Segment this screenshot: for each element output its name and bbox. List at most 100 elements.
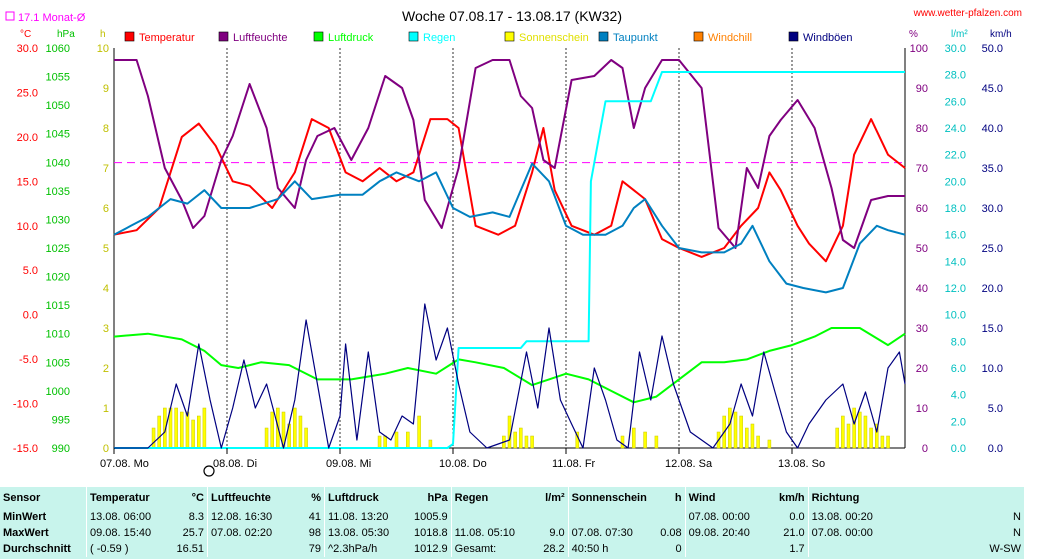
wind-tick-label: 15.0 (982, 323, 1003, 335)
stat-value: N (1013, 527, 1021, 539)
now-marker-icon (203, 465, 215, 477)
legend-swatch-7 (788, 31, 799, 42)
stat-cell: 07.08. 07:30 (567, 525, 655, 541)
legend-label-5: Taupunkt (613, 32, 658, 44)
pressure-tick-label: 1020 (46, 272, 70, 284)
humidity-tick-label: 50 (916, 243, 928, 255)
sunshine-bar (632, 427, 636, 449)
header-regen: Regen (450, 487, 538, 509)
sunshine-bar (180, 411, 184, 449)
sunshine-bar (293, 407, 297, 449)
pressure-tick-label: 1035 (46, 186, 70, 198)
sunshine-bar (739, 415, 743, 449)
wind-tick-label: 25.0 (982, 243, 1003, 255)
sunshine-bar (428, 439, 433, 449)
stat-cell (807, 541, 895, 557)
x-tick-label: 08.08. Di (213, 458, 257, 470)
rain-tick-label: 8.0 (951, 336, 966, 348)
sun-tick-label: 6 (103, 203, 109, 215)
wind-tick-label: 30.0 (982, 203, 1003, 215)
sunshine-bar (886, 435, 890, 449)
legend-swatch-5 (598, 31, 609, 42)
sunshine-bar (383, 435, 387, 449)
statistics-panel: Sensor Temperatur °C Luftfeuchte % Luftd… (0, 487, 1024, 559)
sun-tick-label: 1 (103, 403, 109, 415)
rain-tick-label: 30.0 (945, 43, 966, 55)
series-line-regen (114, 71, 905, 449)
x-tick-label: 07.08. Mo (100, 458, 149, 470)
header-wind-unit: km/h (778, 492, 805, 504)
pressure-tick-label: 1055 (46, 72, 70, 84)
temp-axis-unit: °C (20, 29, 31, 40)
month-avg-marker-icon (5, 11, 15, 21)
stat-cell: 07.08. 02:20 (207, 525, 294, 541)
wind-tick-label: 50.0 (982, 43, 1003, 55)
chart-title: Woche 07.08.17 - 13.08.17 (KW32) (402, 8, 622, 24)
series-line-taupunkt (113, 162, 906, 294)
stat-cell: ( -0.59 ) (86, 541, 171, 557)
sun-tick-label: 0 (103, 443, 109, 455)
stat-cell (567, 509, 655, 525)
site-label: www.wetter-pfalzen.com (913, 8, 1022, 19)
sun-tick-label: 9 (103, 83, 109, 95)
stat-value: 0.0 (789, 511, 805, 523)
stat-value: 1.7 (789, 543, 805, 555)
stat-cell: 07.08. 00:00 (807, 525, 895, 541)
sunshine-bar (191, 419, 195, 449)
sunshine-bar (852, 407, 856, 449)
sunshine-bar (519, 427, 523, 449)
stat-value: 0 (675, 543, 682, 555)
sun-tick-label: 3 (103, 323, 109, 335)
x-tick-label: 09.08. Mi (326, 458, 371, 470)
statistics-table: Sensor Temperatur °C Luftfeuchte % Luftd… (0, 487, 1024, 557)
chart-legend: Temperatur Luftfeuchte Luftdruck Regen Sonne… (124, 31, 853, 44)
temp-tick-label: -5.0 (19, 354, 38, 366)
stat-value: 8.3 (188, 511, 204, 523)
statistics-header-row: Sensor Temperatur °C Luftfeuchte % Luftd… (0, 487, 1024, 509)
stat-value: 1018.8 (414, 527, 448, 539)
sunshine-bar (151, 427, 156, 449)
temp-tick-label: 20.0 (17, 132, 38, 144)
sunshine-bar (756, 435, 760, 449)
humidity-tick-label: 0 (922, 443, 928, 455)
stat-value: 16.51 (176, 543, 204, 555)
rain-tick-label: 24.0 (945, 123, 966, 135)
wind-tick-label: 10.0 (982, 363, 1003, 375)
row-label: MinWert (3, 511, 47, 523)
header-richtung-unit (895, 487, 1024, 509)
sunshine-bar (880, 435, 885, 449)
chart-axes: °C30.025.020.015.010.05.00.0-5.0-10.0-15… (13, 29, 1012, 455)
series-lines (113, 59, 906, 449)
rain-tick-label: 14.0 (945, 256, 966, 268)
stat-value: 79 (308, 543, 321, 555)
sunshine-bar (841, 415, 845, 449)
pressure-axis-unit: hPa (57, 29, 75, 40)
sunshine-bar (513, 431, 517, 449)
temp-tick-label: 5.0 (23, 265, 38, 277)
sunshine-bar (620, 435, 625, 449)
series-line-temperatur (113, 118, 906, 263)
stat-value: 41 (308, 511, 321, 523)
pressure-tick-label: 1060 (46, 43, 70, 55)
legend-label-7: Windböen (803, 32, 853, 44)
sunshine-bar (174, 407, 178, 449)
x-axis-labels: 07.08. Mo 08.08. Di 09.08. Mi 10.08. Do 11.0… (100, 448, 825, 470)
sunshine-bars (151, 407, 890, 449)
sunshine-bar (298, 415, 303, 449)
stat-cell (684, 541, 772, 557)
humidity-tick-label: 40 (916, 283, 928, 295)
wind-tick-label: 35.0 (982, 163, 1003, 175)
sunshine-bar (304, 427, 308, 449)
stat-cell (450, 509, 538, 525)
wind-tick-label: 45.0 (982, 83, 1003, 95)
x-tick-label: 13.08. So (778, 458, 825, 470)
rain-tick-label: 0.0 (951, 443, 966, 455)
sunshine-bar (406, 431, 410, 449)
pressure-tick-label: 990 (52, 443, 70, 455)
sunshine-bar (417, 415, 421, 449)
sunshine-bar (377, 435, 382, 449)
stat-cell: ^2.3hPa/h (324, 541, 411, 557)
humidity-tick-label: 10 (916, 403, 928, 415)
stat-cell: 09.08. 20:40 (684, 525, 772, 541)
legend-swatch-1 (218, 31, 229, 42)
